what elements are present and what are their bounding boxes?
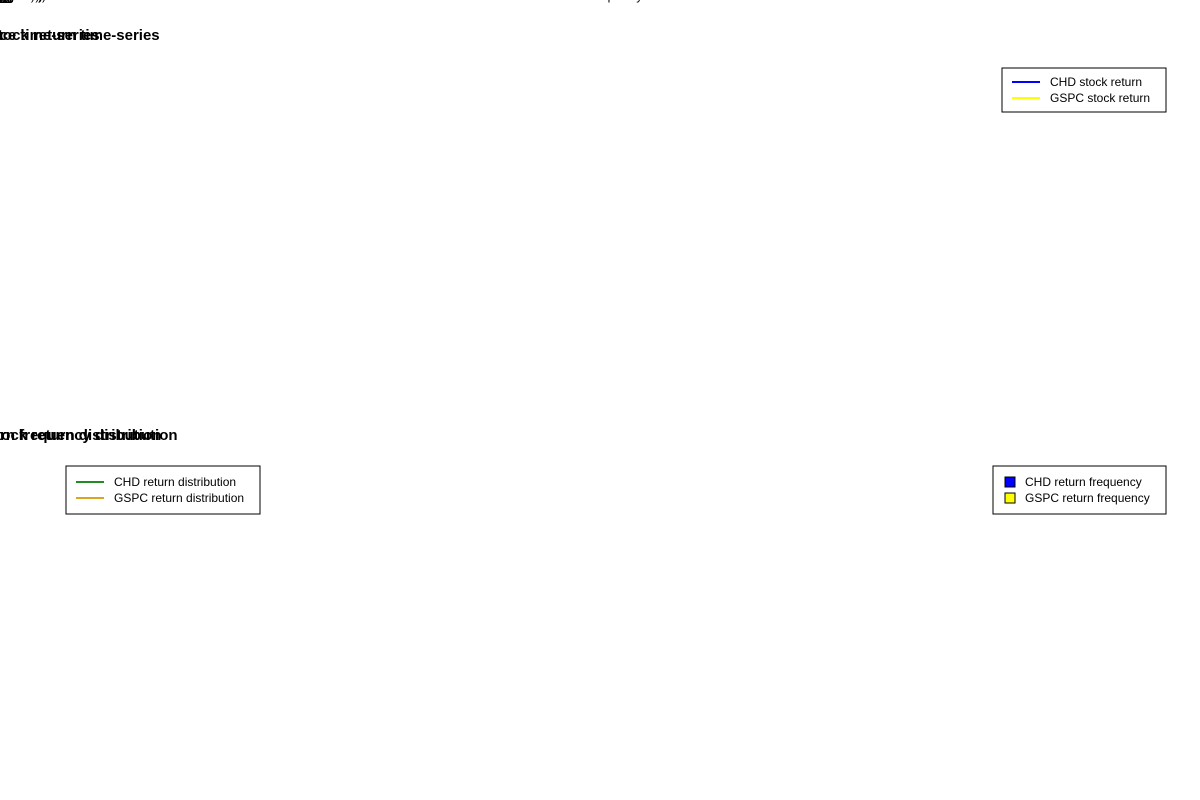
legend: CHD return frequency GSPC return frequenc… (992, 465, 1167, 515)
y-tick-label: 30 (0, 0, 7, 6)
y-tick-label: 40 (0, 0, 7, 6)
y-tick-label: 20 (0, 0, 7, 6)
y-tick-label: 1000 (0, 0, 14, 6)
chart-title: CHD versus S&P500 return frequency distr… (0, 427, 178, 444)
legend-label: CHD return distribution (114, 475, 236, 489)
y-tick-label: -0.15 (0, 0, 14, 6)
x-tick-label: 2010 (0, 0, 14, 3)
y-tick-label: 2500 (0, 0, 14, 6)
legend-box (992, 465, 1167, 515)
chart-panel-2: CHD versus S&P500 stock return time-seri… (0, 0, 1167, 113)
legend: CHD return distribution GSPC return distr… (65, 465, 261, 515)
y-tick-label: 100 (0, 0, 10, 6)
legend-box (65, 465, 261, 515)
y-tick-label: 20 (0, 0, 7, 6)
y-tick-label: 2000 (0, 0, 14, 6)
x-category-label: [0.108,0.118) (0, 0, 35, 3)
x-tick-label: 2025 (0, 0, 14, 3)
legend: CHD stock return GSPC stock return (1001, 67, 1167, 113)
chart-title: CHD stock price time-series (0, 27, 100, 44)
x-tick-label: 0.00 (0, 0, 12, 3)
x-category-label: [-0.0312,-0.0212) (0, 0, 46, 3)
x-tick-label: 2015 (0, 0, 14, 3)
y-tick-label: 0.10 (0, 0, 12, 6)
x-category-label: [-0.171,-0.161) (0, 0, 39, 3)
legend-label: CHD return frequency (1025, 475, 1142, 489)
x-axis-label: return (0, 0, 16, 3)
x-tick-label: -0.10 (0, 0, 14, 3)
chart-title: CHD versus S&P500 stock return time-seri… (0, 27, 160, 44)
x-tick-label: 2020 (0, 0, 14, 3)
x-tick-label: 2025 (0, 0, 14, 3)
x-tick-label: 2020 (0, 0, 14, 3)
x-tick-label: 2000 (0, 0, 14, 3)
chart-panel-3: CHD versus S&P500 stock return distribut… (0, 0, 261, 515)
x-category-label: [0.0385,0.0485) (0, 0, 42, 3)
x-tick-label: 2005 (0, 0, 14, 3)
legend-label: GSPC return distribution (114, 491, 244, 505)
legend-swatch-1 (1004, 476, 1016, 488)
y-tick-label: 0 (0, 0, 4, 6)
chart-title: CHD versus S&P500 stock return distribut… (0, 427, 161, 444)
legend-swatch-2 (1004, 492, 1016, 504)
chart-panel-1: CHD stock price time-series 2000200520102… (0, 0, 100, 44)
legend-box (1001, 67, 1167, 113)
x-tick-label: 2015 (0, 0, 14, 3)
y-axis-label: frequency (590, 0, 643, 3)
y-tick-label: 0.00 (0, 0, 12, 6)
x-tick-label: 2000 (0, 0, 14, 3)
x-tick-label: -0.15 (0, 0, 14, 3)
y-tick-label: 40 (0, 0, 7, 6)
x-tick-label: 0.05 (0, 0, 12, 3)
y-tick-label: 0.05 (0, 0, 12, 6)
y-tick-label: -0.05 (0, 0, 14, 6)
y-tick-label: 0 (0, 0, 4, 6)
legend-label: GSPC stock return (1050, 91, 1150, 105)
x-tick-label: 0.10 (0, 0, 12, 3)
y-tick-label: 60 (0, 0, 7, 6)
y-tick-label: 0 (0, 0, 4, 6)
legend-label: CHD stock return (1050, 75, 1142, 89)
y-tick-label: 80 (0, 0, 7, 6)
x-tick-label: -0.05 (0, 0, 14, 3)
x-category-label: [-0.101,-0.0909) (0, 0, 43, 3)
y-tick-label: 50 (0, 0, 7, 6)
x-tick-label: 2010 (0, 0, 14, 3)
y-tick-label: 10 (0, 0, 7, 6)
legend-label: GSPC return frequency (1025, 491, 1150, 505)
x-tick-label: 2005 (0, 0, 14, 3)
y-tick-label: 1500 (0, 0, 14, 6)
y-tick-label: 500 (0, 0, 10, 6)
chart-panel-4: CHD versus S&P500 return frequency distr… (0, 0, 1167, 515)
